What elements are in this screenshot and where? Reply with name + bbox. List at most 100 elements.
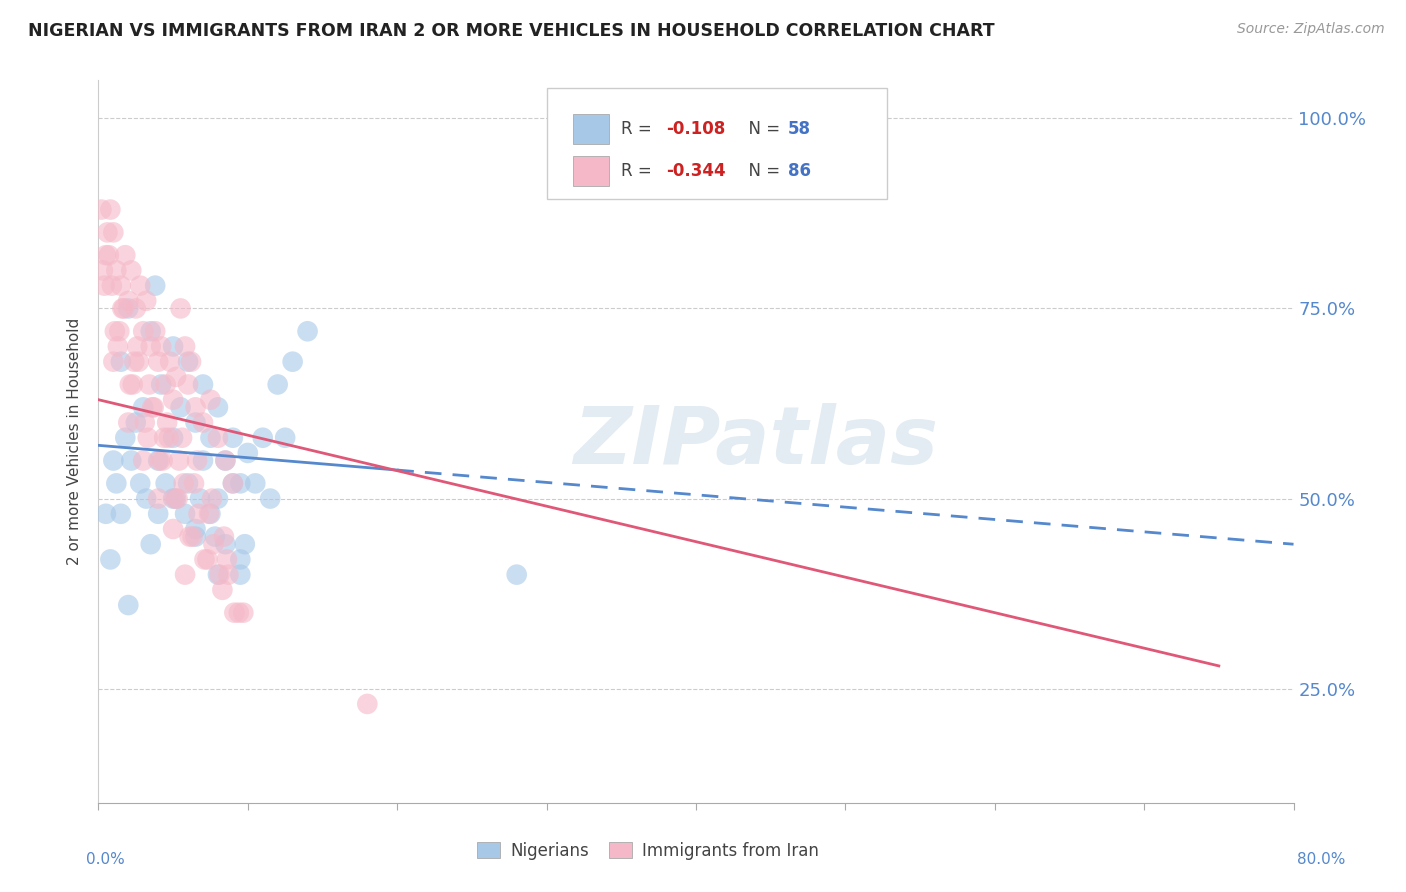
Point [202,537,225,551]
Text: N =: N = [738,161,785,180]
Point [217,567,239,582]
Point [167,453,190,467]
Point [222,476,245,491]
Point [233,537,256,551]
Point [104,324,127,338]
Point [153,431,176,445]
Point [162,522,184,536]
Point [214,453,236,467]
Point [184,530,207,544]
Point [148,453,170,467]
Point [162,431,184,445]
Text: NIGERIAN VS IMMIGRANTS FROM IRAN 2 OR MORE VEHICLES IN HOUSEHOLD CORRELATION CHA: NIGERIAN VS IMMIGRANTS FROM IRAN 2 OR MO… [28,22,995,40]
Point [94,507,117,521]
Point [197,552,219,566]
Point [173,476,195,491]
Point [200,392,222,407]
Point [208,567,231,582]
Point [96,226,118,240]
Point [207,401,229,415]
Point [103,354,125,368]
Point [125,301,148,316]
Point [132,324,155,338]
Text: R =: R = [620,161,657,180]
FancyBboxPatch shape [572,155,609,186]
Point [135,293,157,308]
Point [114,431,136,445]
Point [215,552,238,566]
Point [117,293,139,308]
Point [191,416,214,430]
Point [150,339,173,353]
Point [169,401,191,415]
Point [184,401,207,415]
Point [193,552,215,566]
Point [245,476,267,491]
Point [274,431,297,445]
Point [180,354,202,368]
Point [117,416,139,430]
Point [98,552,122,566]
Point [177,476,200,491]
Point [149,453,172,467]
Point [162,392,184,407]
Point [120,263,142,277]
Point [157,431,180,445]
Point [124,354,146,368]
Point [103,453,125,467]
Point [224,606,246,620]
Point [191,377,214,392]
Point [132,401,155,415]
Point [132,453,155,467]
Point [174,339,197,353]
Point [214,453,236,467]
Point [135,491,157,506]
Point [120,453,142,467]
Text: 80.0%: 80.0% [1298,852,1346,867]
Point [207,431,229,445]
Text: Source: ZipAtlas.com: Source: ZipAtlas.com [1237,22,1385,37]
Point [90,202,112,217]
Point [143,278,166,293]
Point [174,507,197,521]
Point [222,431,245,445]
Point [232,606,254,620]
Y-axis label: 2 or more Vehicles in Household: 2 or more Vehicles in Household [67,318,83,566]
Point [142,401,165,415]
Point [187,507,209,521]
Point [212,530,235,544]
Point [186,453,208,467]
Point [177,354,200,368]
Point [105,263,128,277]
Point [107,339,129,353]
Point [181,530,204,544]
Point [111,301,134,316]
Text: 58: 58 [787,120,811,138]
Point [159,354,181,368]
Point [103,226,125,240]
Point [229,552,252,566]
Point [138,377,160,392]
FancyBboxPatch shape [547,87,887,200]
Point [129,278,152,293]
Point [112,301,135,316]
Point [252,431,274,445]
Point [117,598,139,612]
Point [267,377,290,392]
Point [152,453,174,467]
Point [169,301,191,316]
Point [110,354,132,368]
Point [129,476,152,491]
Point [148,491,170,506]
Text: R =: R = [620,120,657,138]
Point [281,354,304,368]
Point [211,582,233,597]
Point [229,476,252,491]
Point [188,491,211,506]
Point [110,507,132,521]
Point [201,491,224,506]
Text: 0.0%: 0.0% [86,852,125,867]
Point [165,491,187,506]
Point [136,431,159,445]
Point [139,324,162,338]
